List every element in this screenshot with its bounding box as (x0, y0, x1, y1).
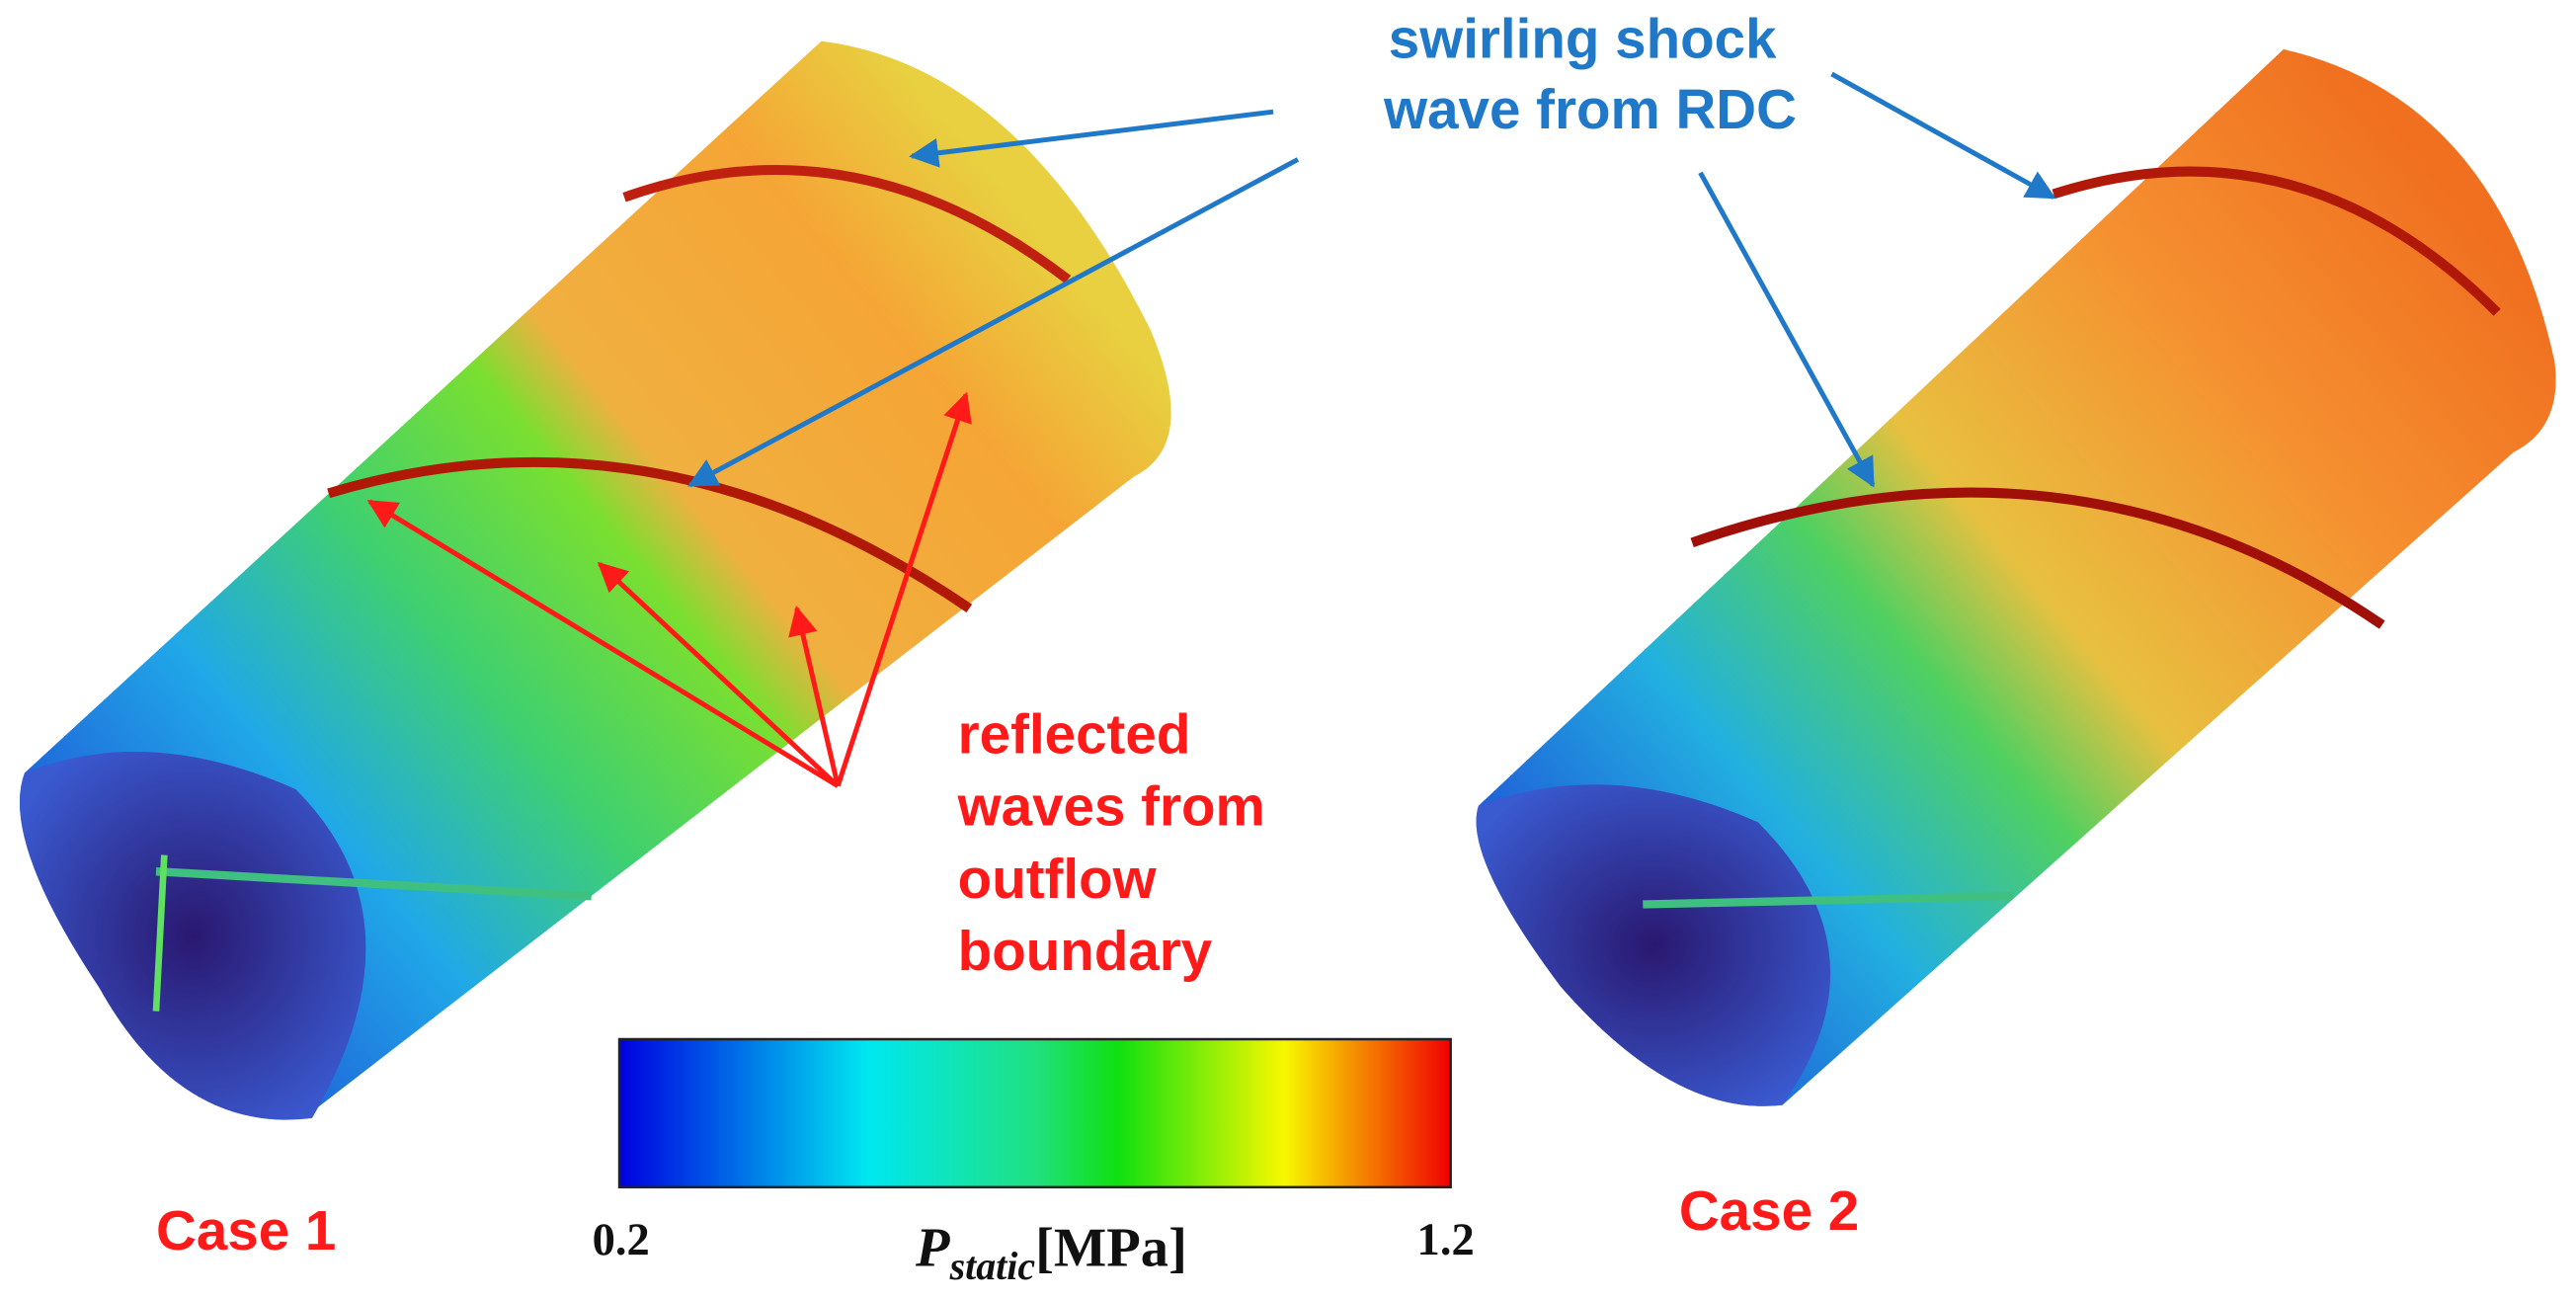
subscript: static (949, 1244, 1036, 1288)
annotation-line: outflow (958, 848, 1158, 910)
unit: [MPa] (1035, 1218, 1187, 1279)
annotation-line: swirling shock (1389, 7, 1777, 69)
shock-arrows (686, 71, 2056, 488)
colorbar-min: 0.2 (593, 1214, 650, 1265)
colorbar-title: Pstatic[MPa] (915, 1218, 1187, 1288)
cylinder-case2 (1476, 48, 2556, 1106)
annotation-line: reflected (958, 702, 1191, 765)
annotation-line: waves from (957, 775, 1265, 838)
case-label: Case 1 (156, 1199, 336, 1261)
case-label: Case 2 (1679, 1179, 1859, 1242)
annotation-line: wave from RDC (1383, 78, 1797, 140)
annotation-line: boundary (958, 920, 1213, 982)
symbol: P (915, 1218, 950, 1279)
colorbar (617, 1037, 1452, 1189)
colorbar-max: 1.2 (1417, 1214, 1475, 1265)
shock-annotation: swirling shock wave from RDC (1383, 7, 1797, 140)
reflected-annotation: reflected waves from outflow boundary (957, 702, 1281, 982)
reflected-arrows (366, 391, 972, 788)
cylinder-case1 (19, 41, 1171, 1120)
